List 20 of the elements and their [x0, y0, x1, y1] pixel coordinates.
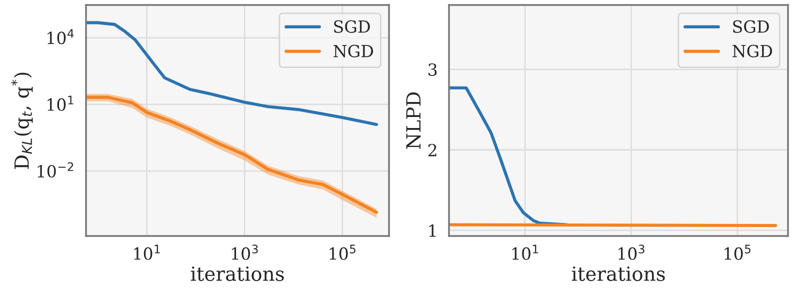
x-tick-label: 10$^{1}$ [512, 244, 538, 260]
legend-label: NGD [334, 44, 374, 58]
x-tick-label: 10$^{3}$ [618, 244, 644, 260]
y-axis-title: D$_{KL}$(q$_{t}$, q$^{*}$) [11, 72, 33, 169]
x-tick-label: 10$^{3}$ [232, 244, 258, 260]
y-tick-label: 10$^{−2}$ [38, 162, 74, 178]
x-axis-title: iterations [572, 266, 665, 282]
legend-label: SGD [733, 20, 769, 33]
y-tick-label: 10$^{4}$ [48, 29, 74, 44]
y-tick-label: 3 [428, 63, 437, 76]
x-tick-label: 10$^{5}$ [330, 244, 356, 260]
y-tick-label: 2 [428, 144, 436, 156]
x-tick-label: 10$^{1}$ [134, 244, 160, 260]
legend-label: SGD [334, 20, 370, 33]
legend-label: NGD [732, 44, 772, 58]
y-tick-label: 10$^{1}$ [48, 96, 74, 111]
y-tick-label: 1 [429, 224, 436, 237]
x-axis-title: iterations [190, 266, 284, 282]
x-tick-label: 10$^{5}$ [724, 244, 750, 260]
y-axis-title: NLPD [406, 92, 421, 149]
